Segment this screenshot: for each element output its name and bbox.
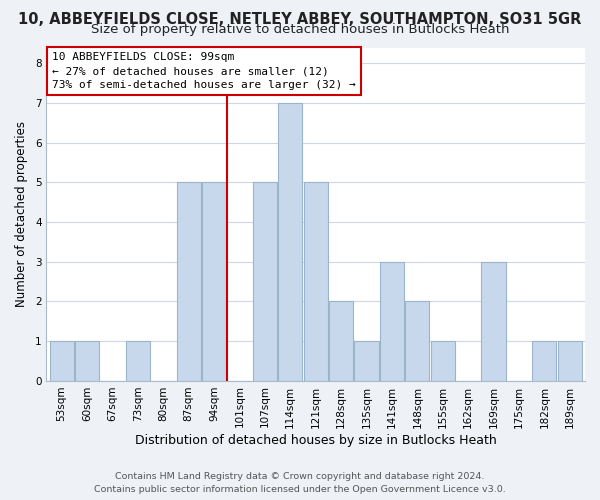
- Bar: [304, 182, 328, 380]
- Y-axis label: Number of detached properties: Number of detached properties: [15, 121, 28, 307]
- Bar: [532, 341, 556, 380]
- Bar: [355, 341, 379, 380]
- Text: Contains HM Land Registry data © Crown copyright and database right 2024.
Contai: Contains HM Land Registry data © Crown c…: [94, 472, 506, 494]
- Text: 10, ABBEYFIELDS CLOSE, NETLEY ABBEY, SOUTHAMPTON, SO31 5GR: 10, ABBEYFIELDS CLOSE, NETLEY ABBEY, SOU…: [19, 12, 581, 28]
- Bar: [405, 302, 430, 380]
- Bar: [202, 182, 226, 380]
- Bar: [278, 103, 302, 380]
- Bar: [481, 262, 506, 380]
- Bar: [431, 341, 455, 380]
- Bar: [176, 182, 201, 380]
- Bar: [75, 341, 99, 380]
- Text: Size of property relative to detached houses in Butlocks Heath: Size of property relative to detached ho…: [91, 22, 509, 36]
- Bar: [50, 341, 74, 380]
- Bar: [253, 182, 277, 380]
- Text: 10 ABBEYFIELDS CLOSE: 99sqm
← 27% of detached houses are smaller (12)
73% of sem: 10 ABBEYFIELDS CLOSE: 99sqm ← 27% of det…: [52, 52, 356, 90]
- Bar: [380, 262, 404, 380]
- Bar: [329, 302, 353, 380]
- Bar: [557, 341, 582, 380]
- Bar: [126, 341, 150, 380]
- X-axis label: Distribution of detached houses by size in Butlocks Heath: Distribution of detached houses by size …: [135, 434, 497, 448]
